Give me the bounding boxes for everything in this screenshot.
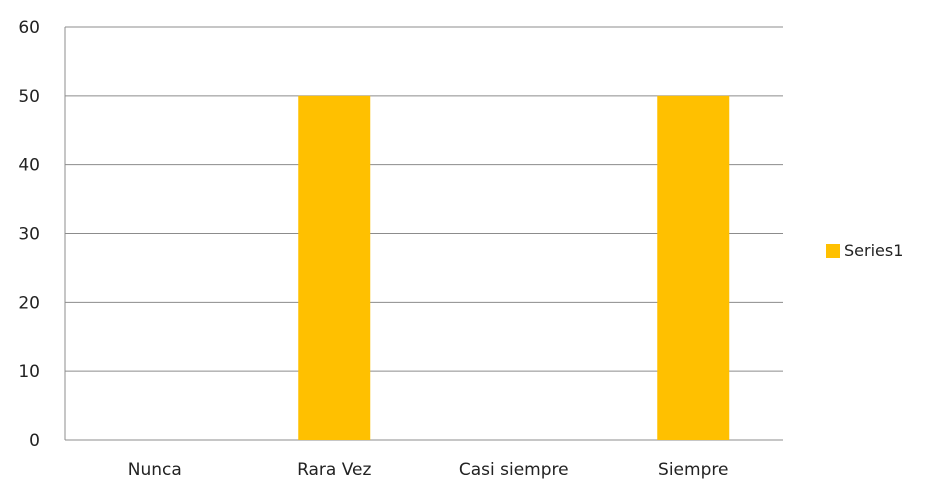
bar — [298, 95, 371, 440]
y-tick-label: 0 — [29, 431, 40, 451]
x-tick-label: Rara Vez — [297, 460, 371, 480]
x-tick-label: Siempre — [658, 460, 728, 480]
y-tick-label: 40 — [18, 156, 40, 176]
y-tick-label: 60 — [18, 18, 40, 38]
legend-label: Series1 — [844, 241, 904, 260]
x-tick-labels: Nunca Rara Vez Casi siempre Siempre — [128, 460, 729, 480]
y-tick-labels: 0 10 20 30 40 50 60 — [18, 18, 40, 451]
y-tick-label: 50 — [18, 87, 40, 107]
y-tick-label: 30 — [18, 225, 40, 245]
x-tick-label: Casi siempre — [459, 460, 569, 480]
legend: Series1 — [826, 241, 903, 260]
y-tick-label: 20 — [18, 293, 40, 313]
bars — [298, 95, 730, 440]
legend-swatch — [826, 243, 840, 258]
x-tick-label: Nunca — [128, 460, 182, 480]
y-tick-label: 10 — [18, 362, 40, 382]
bar — [657, 95, 730, 440]
